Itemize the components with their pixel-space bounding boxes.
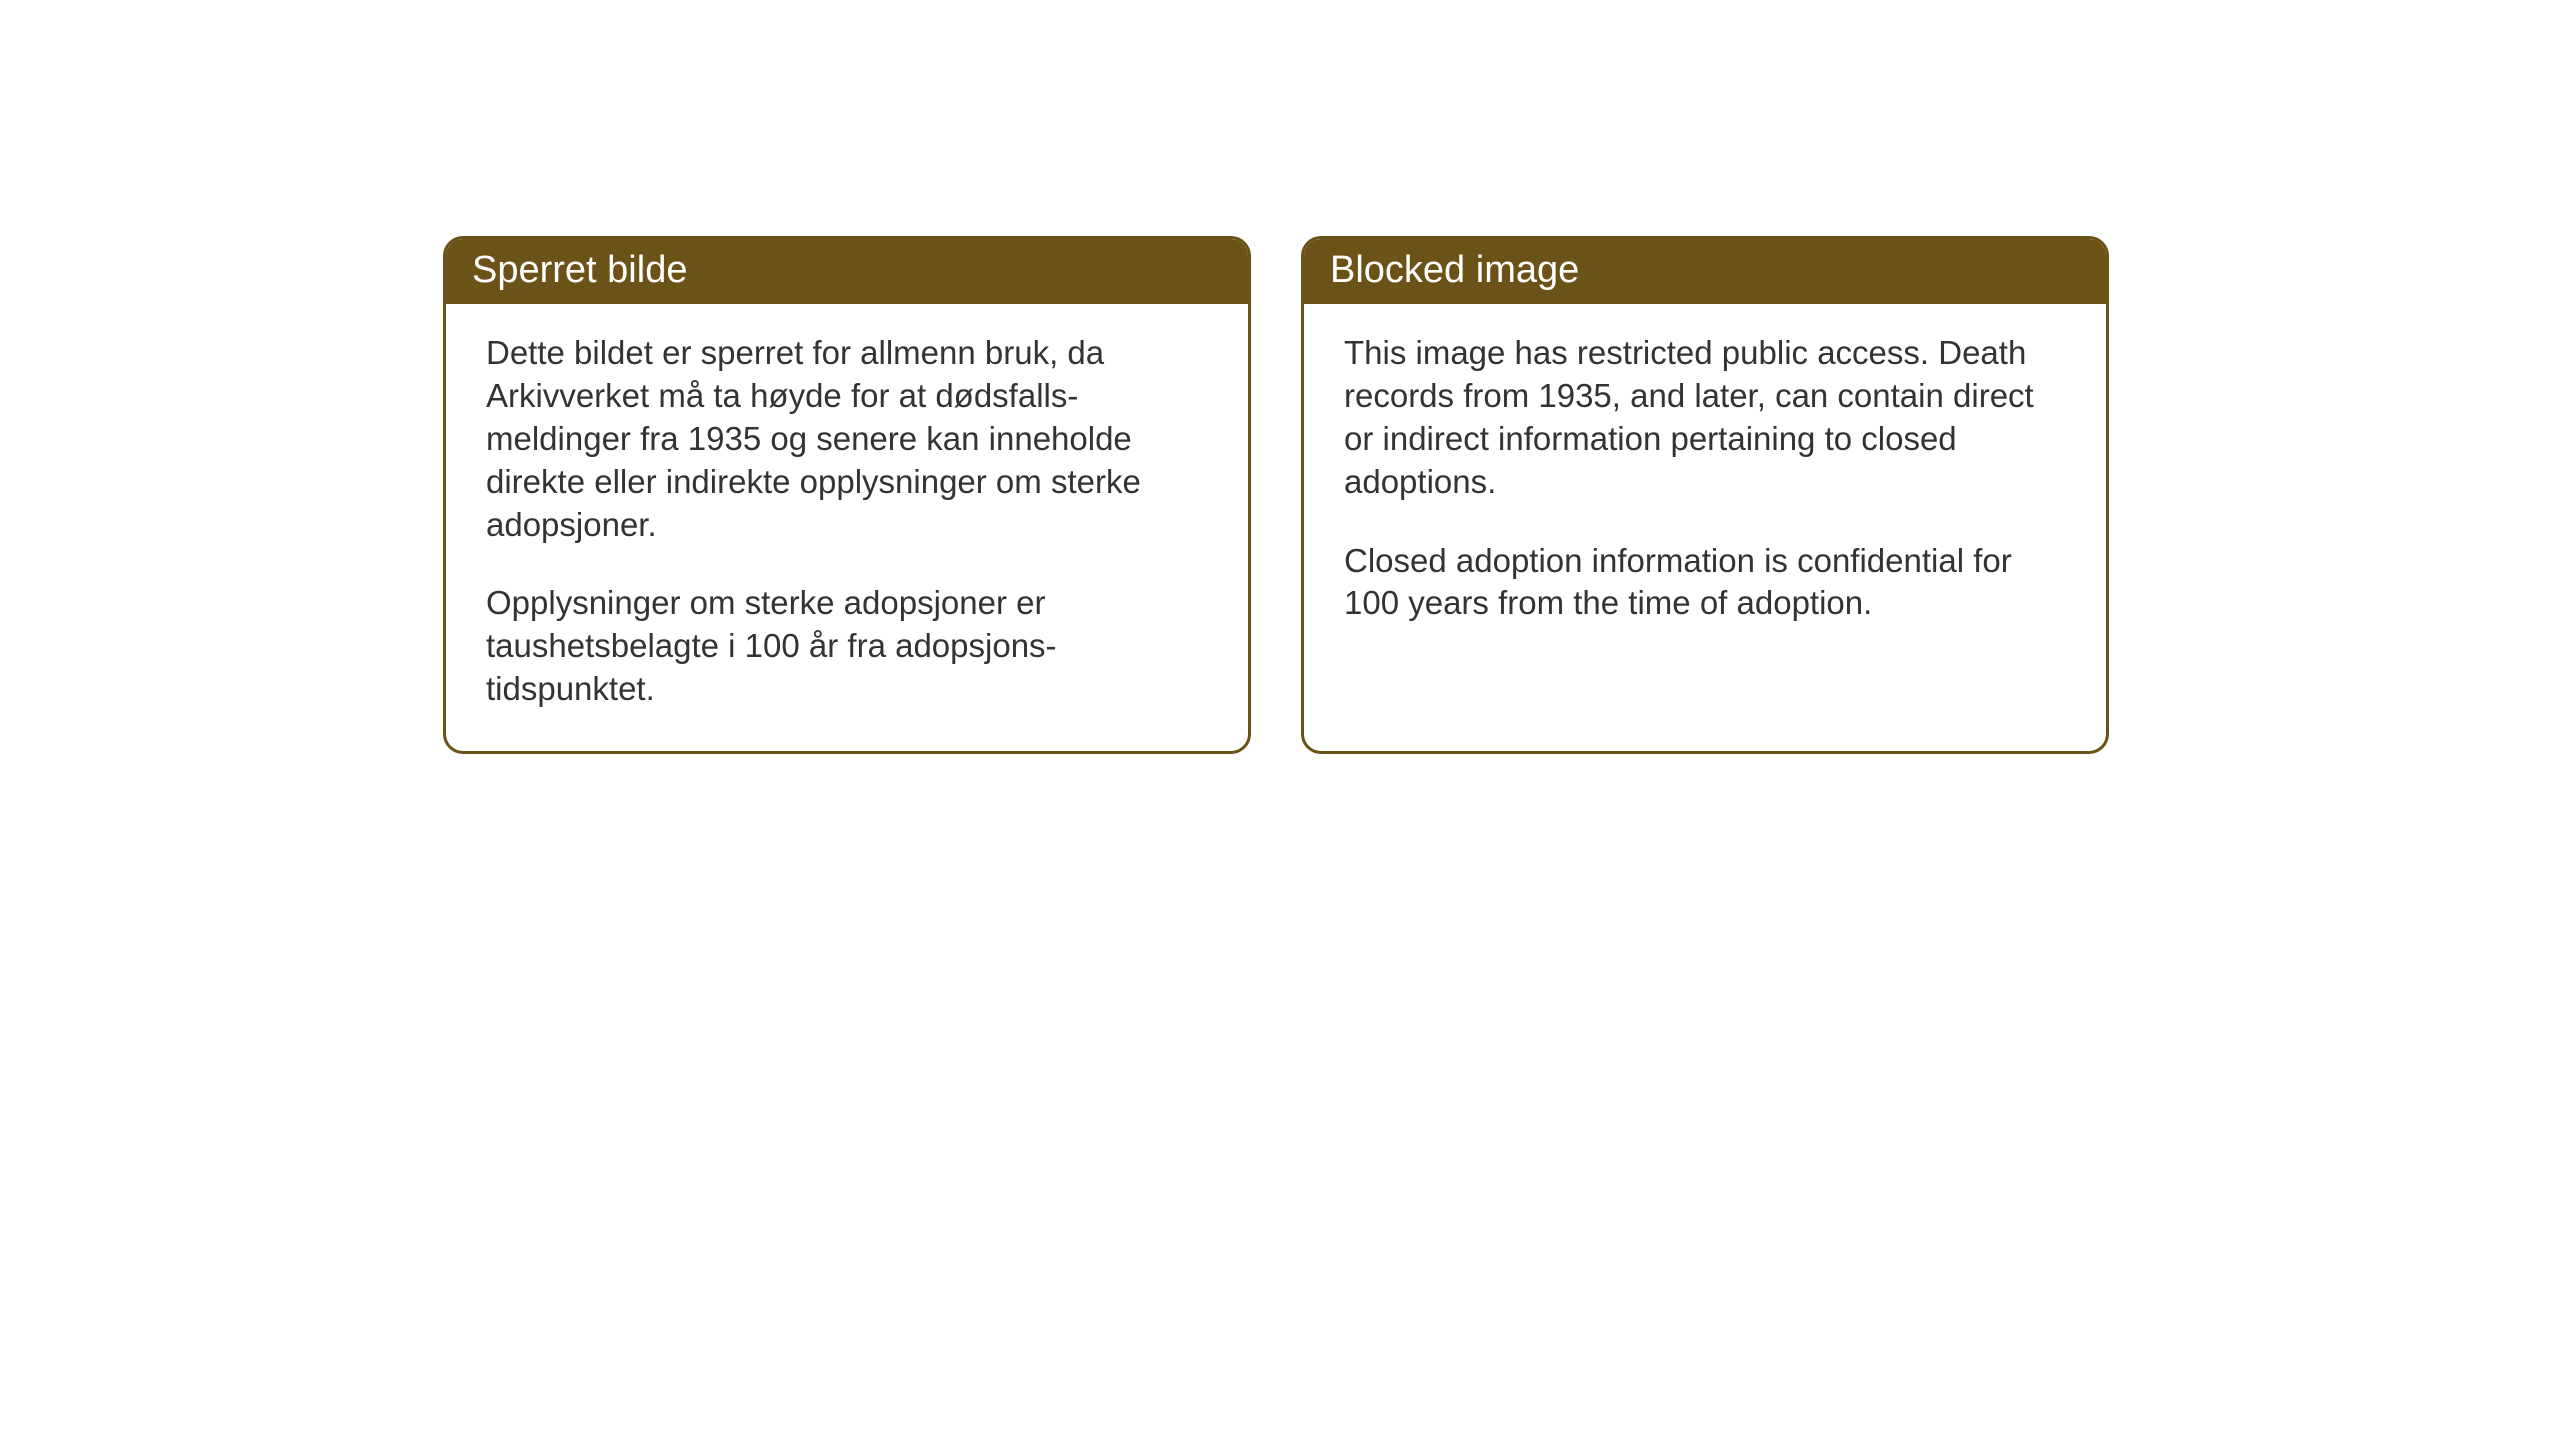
notice-card-norwegian: Sperret bilde Dette bildet er sperret fo… [443,236,1251,754]
card-paragraph: Closed adoption information is confident… [1344,540,2066,626]
card-paragraph: Dette bildet er sperret for allmenn bruk… [486,332,1208,546]
card-body-norwegian: Dette bildet er sperret for allmenn bruk… [446,304,1248,751]
notice-card-english: Blocked image This image has restricted … [1301,236,2109,754]
card-body-english: This image has restricted public access.… [1304,304,2106,665]
card-header-english: Blocked image [1304,239,2106,304]
card-paragraph: This image has restricted public access.… [1344,332,2066,504]
card-title-english: Blocked image [1330,249,1579,291]
notice-container: Sperret bilde Dette bildet er sperret fo… [443,236,2109,754]
card-paragraph: Opplysninger om sterke adopsjoner er tau… [486,582,1208,711]
card-title-norwegian: Sperret bilde [472,249,687,291]
card-header-norwegian: Sperret bilde [446,239,1248,304]
